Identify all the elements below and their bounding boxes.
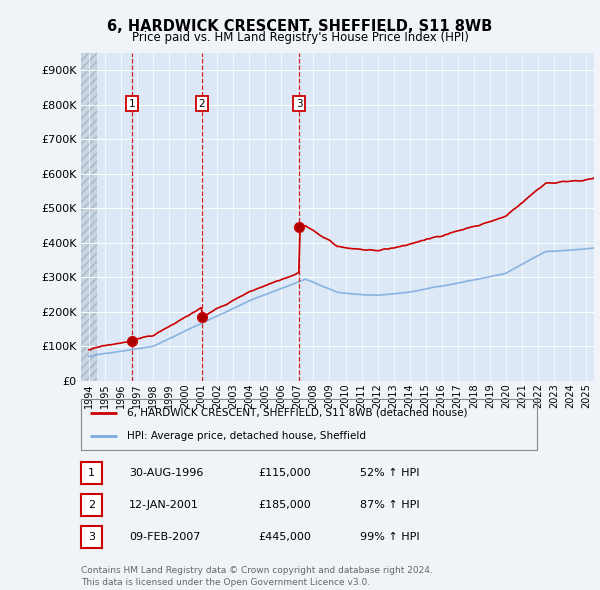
Text: 52% ↑ HPI: 52% ↑ HPI xyxy=(360,468,419,478)
Text: 6, HARDWICK CRESCENT, SHEFFIELD, S11 8WB (detached house): 6, HARDWICK CRESCENT, SHEFFIELD, S11 8WB… xyxy=(127,408,467,418)
Text: 3: 3 xyxy=(88,532,95,542)
Text: Contains HM Land Registry data © Crown copyright and database right 2024.
This d: Contains HM Land Registry data © Crown c… xyxy=(81,566,433,587)
Text: 2: 2 xyxy=(199,99,205,109)
Text: 1: 1 xyxy=(88,468,95,478)
Text: 30-AUG-1996: 30-AUG-1996 xyxy=(129,468,203,478)
Text: 3: 3 xyxy=(296,99,302,109)
Text: £115,000: £115,000 xyxy=(258,468,311,478)
Text: 09-FEB-2007: 09-FEB-2007 xyxy=(129,532,200,542)
Text: £185,000: £185,000 xyxy=(258,500,311,510)
Text: £445,000: £445,000 xyxy=(258,532,311,542)
Text: 99% ↑ HPI: 99% ↑ HPI xyxy=(360,532,419,542)
Text: Price paid vs. HM Land Registry's House Price Index (HPI): Price paid vs. HM Land Registry's House … xyxy=(131,31,469,44)
Text: 87% ↑ HPI: 87% ↑ HPI xyxy=(360,500,419,510)
Text: 2: 2 xyxy=(88,500,95,510)
Text: 1: 1 xyxy=(128,99,135,109)
Text: HPI: Average price, detached house, Sheffield: HPI: Average price, detached house, Shef… xyxy=(127,431,365,441)
Text: 6, HARDWICK CRESCENT, SHEFFIELD, S11 8WB: 6, HARDWICK CRESCENT, SHEFFIELD, S11 8WB xyxy=(107,19,493,34)
Text: 12-JAN-2001: 12-JAN-2001 xyxy=(129,500,199,510)
